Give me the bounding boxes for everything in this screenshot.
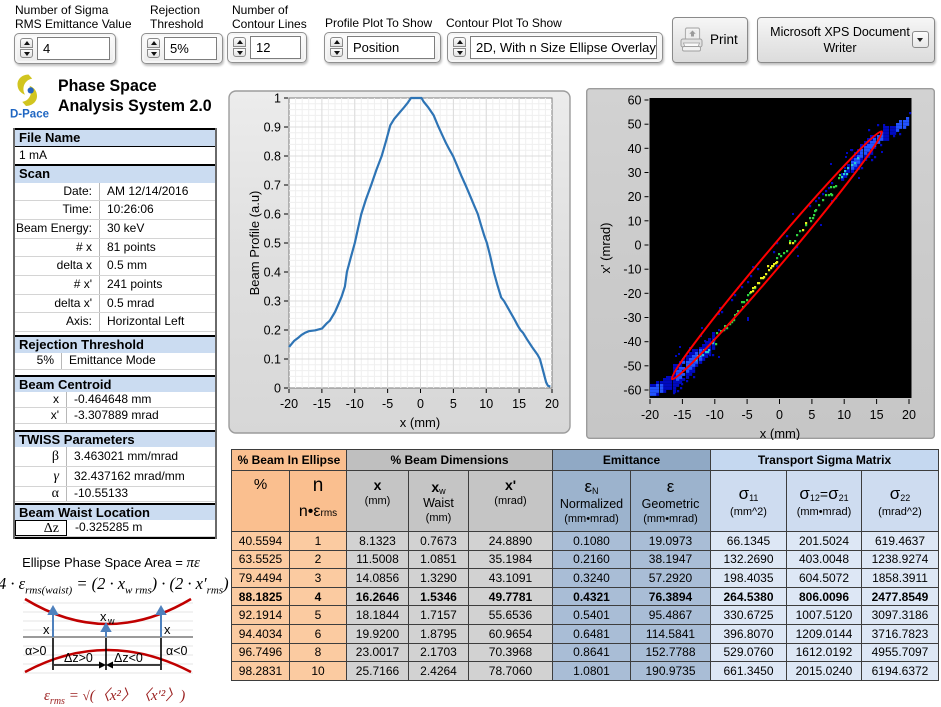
svg-text:20: 20 xyxy=(902,408,916,422)
svg-text:0.6: 0.6 xyxy=(264,208,281,222)
svg-text:0.8: 0.8 xyxy=(264,150,281,164)
svg-text:Beam Profile (a.u): Beam Profile (a.u) xyxy=(247,191,262,296)
svg-text:0.9: 0.9 xyxy=(264,121,281,135)
svg-text:0: 0 xyxy=(635,239,642,253)
svg-text:-10: -10 xyxy=(706,408,724,422)
svg-text:x: x xyxy=(100,609,107,624)
svg-text:-40: -40 xyxy=(623,335,641,349)
svg-text:50: 50 xyxy=(628,118,642,132)
svg-text:x (mm): x (mm) xyxy=(400,415,440,430)
svg-text:-50: -50 xyxy=(623,359,641,373)
svg-text:0: 0 xyxy=(417,397,424,411)
svg-text:-5: -5 xyxy=(742,408,753,422)
svg-text:0.4: 0.4 xyxy=(264,266,281,280)
svg-text:0.2: 0.2 xyxy=(264,324,281,338)
svg-text:x (mm): x (mm) xyxy=(760,426,800,440)
svg-text:10: 10 xyxy=(628,214,642,228)
svg-text:w: w xyxy=(107,616,115,626)
svg-text:-20: -20 xyxy=(623,287,641,301)
svg-text:15: 15 xyxy=(512,397,526,411)
svg-text:5: 5 xyxy=(450,397,457,411)
svg-text:-30: -30 xyxy=(623,311,641,325)
svg-text:0.7: 0.7 xyxy=(264,179,281,193)
svg-text:-10: -10 xyxy=(346,397,364,411)
svg-text:0.1: 0.1 xyxy=(264,353,281,367)
svg-text:1: 1 xyxy=(274,92,281,106)
svg-text:-20: -20 xyxy=(280,397,298,411)
svg-text:-10: -10 xyxy=(623,263,641,277)
svg-text:D-Pace: D-Pace xyxy=(10,109,49,121)
svg-text:x: x xyxy=(43,622,50,637)
svg-text:10: 10 xyxy=(479,397,493,411)
svg-text:-15: -15 xyxy=(313,397,331,411)
svg-text:30: 30 xyxy=(628,166,642,180)
svg-text:x' (mrad): x' (mrad) xyxy=(598,223,613,274)
svg-text:-15: -15 xyxy=(673,408,691,422)
svg-text:40: 40 xyxy=(628,142,642,156)
svg-text:15: 15 xyxy=(870,408,884,422)
svg-text:0: 0 xyxy=(776,408,783,422)
svg-text:0.5: 0.5 xyxy=(264,237,281,251)
svg-text:60: 60 xyxy=(628,94,642,108)
svg-text:α>0: α>0 xyxy=(25,644,47,658)
svg-text:α<0: α<0 xyxy=(166,644,188,658)
svg-text:-20: -20 xyxy=(641,408,659,422)
svg-text:10: 10 xyxy=(837,408,851,422)
svg-text:-5: -5 xyxy=(382,397,393,411)
svg-text:20: 20 xyxy=(628,190,642,204)
svg-text:-60: -60 xyxy=(623,384,641,398)
svg-text:Δz<0: Δz<0 xyxy=(114,651,143,665)
svg-text:5: 5 xyxy=(808,408,815,422)
svg-text:20: 20 xyxy=(545,397,559,411)
svg-text:0.3: 0.3 xyxy=(264,295,281,309)
svg-text:x: x xyxy=(164,622,171,637)
svg-text:0: 0 xyxy=(274,382,281,396)
svg-text:Δz>0: Δz>0 xyxy=(64,651,93,665)
